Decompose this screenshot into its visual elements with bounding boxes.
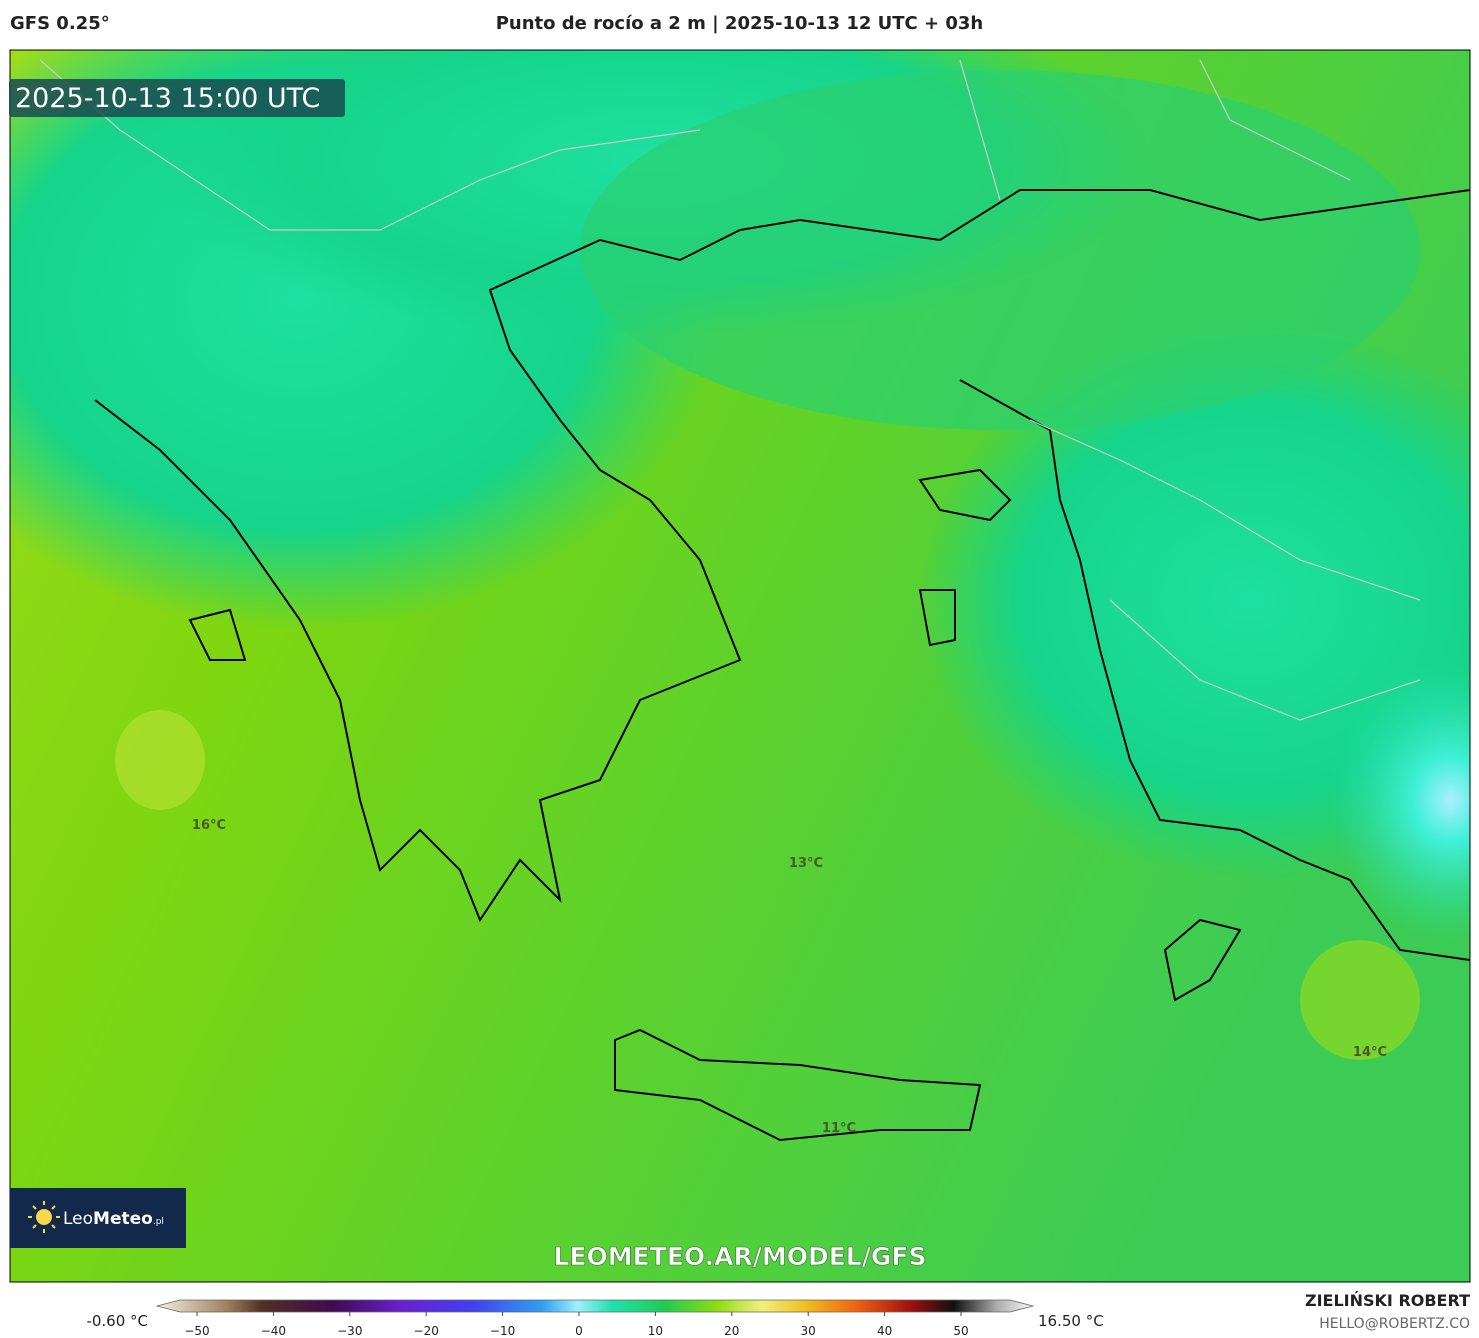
- isotherm-label: 16°C: [192, 818, 226, 833]
- colorbar-tick-label: 30: [801, 1324, 816, 1338]
- colorbar: [155, 1299, 1035, 1313]
- logo-name: Leo: [63, 1209, 93, 1229]
- logo-rays: [28, 1201, 60, 1233]
- email: HELLO@ROBERTZ.CO: [1319, 1316, 1470, 1332]
- colorbar-tick-label: −40: [261, 1324, 286, 1338]
- colorbar-tick-label: 10: [648, 1324, 663, 1338]
- isotherm-label: 11°C: [822, 1121, 856, 1136]
- logo-suffix: .pl: [153, 1217, 164, 1227]
- colorbar-tick-label: −50: [184, 1324, 209, 1338]
- model-label: GFS 0.25°: [10, 13, 110, 34]
- colorbar-tick-label: 40: [877, 1324, 892, 1338]
- colorbar-min: -0.60 °C: [86, 1312, 148, 1330]
- logo-name-bold: Meteo: [93, 1209, 153, 1229]
- title: Punto de rocío a 2 m | 2025-10-13 12 UTC…: [495, 13, 984, 34]
- colorbar-tick-label: −30: [337, 1324, 362, 1338]
- colorbar-tick-label: 50: [953, 1324, 968, 1338]
- colorbar-tick-label: −20: [414, 1324, 439, 1338]
- colorbar-tick-label: 0: [575, 1324, 583, 1338]
- isotherm-label: 14°C: [1353, 1045, 1387, 1060]
- timestamp: 2025-10-13 15:00 UTC: [15, 83, 320, 114]
- map-field: 16°C 13°C 11°C 14°C: [10, 50, 1470, 1282]
- logo-sun: [36, 1209, 52, 1225]
- timestamp-box: [9, 79, 345, 117]
- logo-text: LeoMeteo.pl: [63, 1209, 164, 1229]
- colorbar-max: 16.50 °C: [1038, 1312, 1104, 1330]
- colorbar-tick-label: 20: [724, 1324, 739, 1338]
- watermark: LEOMETEO.AR/MODEL/GFS: [554, 1242, 927, 1271]
- colorbar-tick-label: −10: [490, 1324, 515, 1338]
- isotherm-label: 13°C: [789, 856, 823, 871]
- author: ZIELIŃSKI ROBERT: [1305, 1291, 1470, 1310]
- colorbar-ticks: −50 −40 −30 −20 −10 0 10 20 30 40 50: [184, 1312, 969, 1338]
